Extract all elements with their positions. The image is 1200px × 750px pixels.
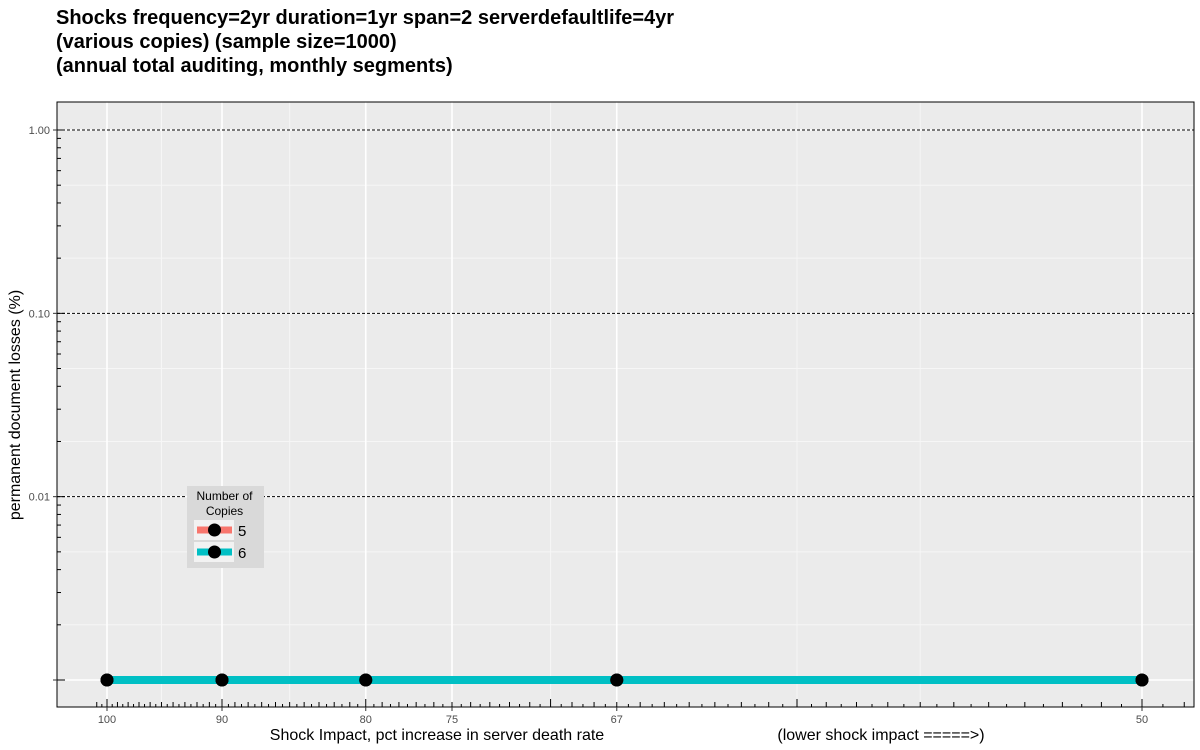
- x-tick-label: 75: [446, 714, 458, 726]
- y-tick-label: 1.00: [29, 125, 50, 137]
- data-point-6: [610, 673, 624, 687]
- legend-point-6: [208, 545, 221, 559]
- x-tick-label: 100: [98, 714, 116, 726]
- x-tick-label: 90: [216, 714, 228, 726]
- data-point-6: [359, 673, 373, 687]
- y-tick-label: 0.10: [29, 308, 50, 320]
- y-axis-label: permanent document losses (%): [7, 289, 24, 521]
- legend-title: Copies: [206, 504, 243, 518]
- legend-label-5: 5: [238, 523, 246, 540]
- x-tick-label: 50: [1136, 714, 1148, 726]
- data-point-6: [100, 673, 114, 687]
- data-point-6: [215, 673, 229, 687]
- legend-point-5: [208, 523, 221, 537]
- plot-border: [56, 101, 1195, 708]
- legend-label-6: 6: [238, 545, 246, 562]
- x-tick-label: 67: [611, 714, 623, 726]
- legend-title: Number of: [196, 489, 253, 503]
- data-point-6: [1135, 673, 1149, 687]
- title-line-4: (annual total auditing, monthly segments…: [56, 55, 453, 77]
- chart-title: Shocks frequency=2yr duration=1yr span=2…: [56, 6, 674, 78]
- plot-panel: [57, 102, 1194, 707]
- x-tick-label: 80: [360, 714, 372, 726]
- title-line-1: Shocks frequency=2yr duration=1yr span=2…: [56, 7, 675, 29]
- x-axis-note: (lower shock impact =====>): [777, 727, 985, 744]
- title-line-2: (various copies) (sample size=1000): [56, 31, 397, 53]
- x-axis-label: Shock Impact, pct increase in server dea…: [269, 727, 605, 744]
- y-tick-label: 0.01: [29, 492, 50, 504]
